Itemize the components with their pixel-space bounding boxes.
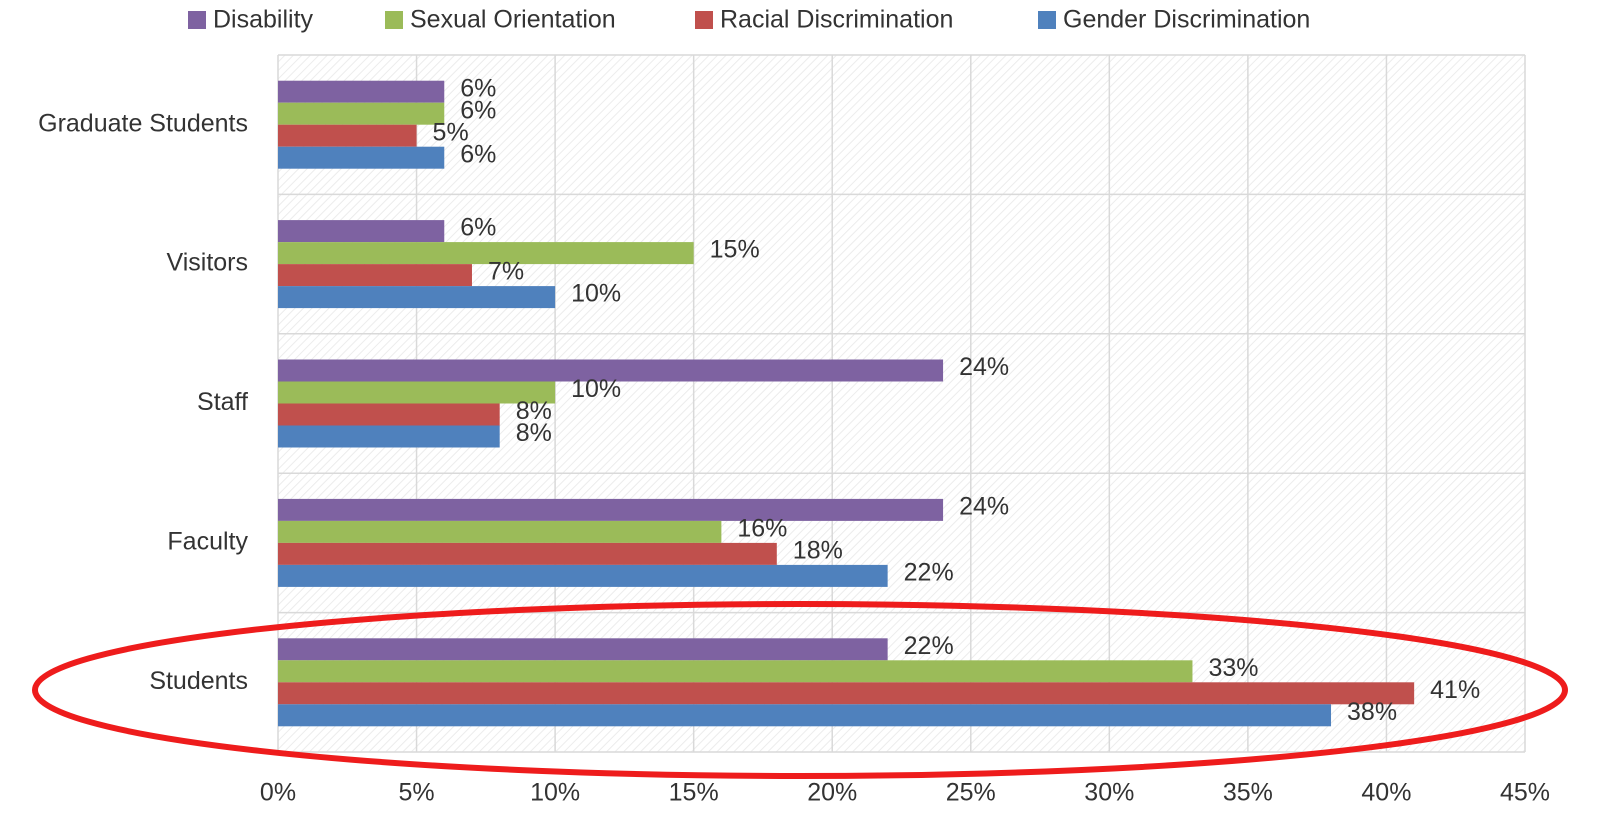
- x-tick-label: 45%: [1500, 779, 1550, 807]
- highlight-ellipse: [32, 601, 1568, 779]
- x-tick-label: 15%: [669, 779, 719, 807]
- bars: [278, 80, 1415, 727]
- bar: [278, 264, 472, 287]
- value-label: 10%: [571, 280, 621, 308]
- y-tick-label: Faculty: [167, 528, 248, 556]
- legend-label: Racial Discrimination: [720, 6, 953, 34]
- value-label: 24%: [959, 493, 1009, 521]
- value-label: 8%: [516, 397, 552, 425]
- x-tick-label: 30%: [1084, 779, 1134, 807]
- bar: [278, 146, 445, 169]
- value-label: 10%: [571, 375, 621, 403]
- legend-label: Gender Discrimination: [1063, 6, 1310, 34]
- bar: [278, 520, 722, 543]
- bar: [278, 542, 777, 565]
- bar: [278, 564, 888, 587]
- value-label: 41%: [1430, 676, 1480, 704]
- bar: [278, 638, 888, 661]
- bar: [278, 381, 556, 404]
- value-label: 6%: [460, 140, 496, 168]
- value-label: 5%: [433, 118, 469, 146]
- value-label: 24%: [959, 353, 1009, 381]
- value-label: 15%: [710, 236, 760, 264]
- bar: [278, 286, 556, 309]
- y-tick-label: Graduate Students: [38, 109, 248, 137]
- value-label: 22%: [904, 632, 954, 660]
- legend-swatch: [695, 11, 713, 29]
- y-tick-label: Students: [149, 667, 248, 695]
- grid: [277, 54, 1526, 753]
- bar: [278, 425, 500, 448]
- bar: [278, 359, 944, 382]
- value-label: 8%: [516, 419, 552, 447]
- bar: [278, 704, 1332, 727]
- bar: [278, 124, 417, 147]
- bar: [278, 682, 1415, 705]
- value-label: 22%: [904, 559, 954, 587]
- bar: [278, 80, 445, 103]
- value-label: 6%: [460, 214, 496, 242]
- y-tick-label: Visitors: [166, 249, 248, 277]
- legend-label: Disability: [213, 6, 314, 34]
- value-label: 16%: [737, 515, 787, 543]
- legend-swatch: [1038, 11, 1056, 29]
- value-label: 6%: [460, 96, 496, 124]
- x-tick-label: 0%: [260, 779, 296, 807]
- x-tick-label: 10%: [530, 779, 580, 807]
- legend-swatch: [188, 11, 206, 29]
- bar: [278, 660, 1193, 683]
- y-tick-label: Staff: [197, 388, 248, 416]
- bar: [278, 242, 694, 265]
- bar: [278, 220, 445, 243]
- x-tick-label: 5%: [398, 779, 434, 807]
- value-label: 7%: [488, 258, 524, 286]
- legend-label: Sexual Orientation: [410, 6, 616, 34]
- value-label: 18%: [793, 537, 843, 565]
- value-label: 33%: [1208, 654, 1258, 682]
- x-tick-label: 40%: [1361, 779, 1411, 807]
- x-tick-label: 25%: [946, 779, 996, 807]
- value-label: 6%: [460, 74, 496, 102]
- bar: [278, 102, 445, 125]
- x-tick-label: 35%: [1223, 779, 1273, 807]
- value-label: 38%: [1347, 698, 1397, 726]
- x-tick-label: 20%: [807, 779, 857, 807]
- bar: [278, 403, 500, 426]
- legend-swatch: [385, 11, 403, 29]
- bar: [278, 498, 944, 521]
